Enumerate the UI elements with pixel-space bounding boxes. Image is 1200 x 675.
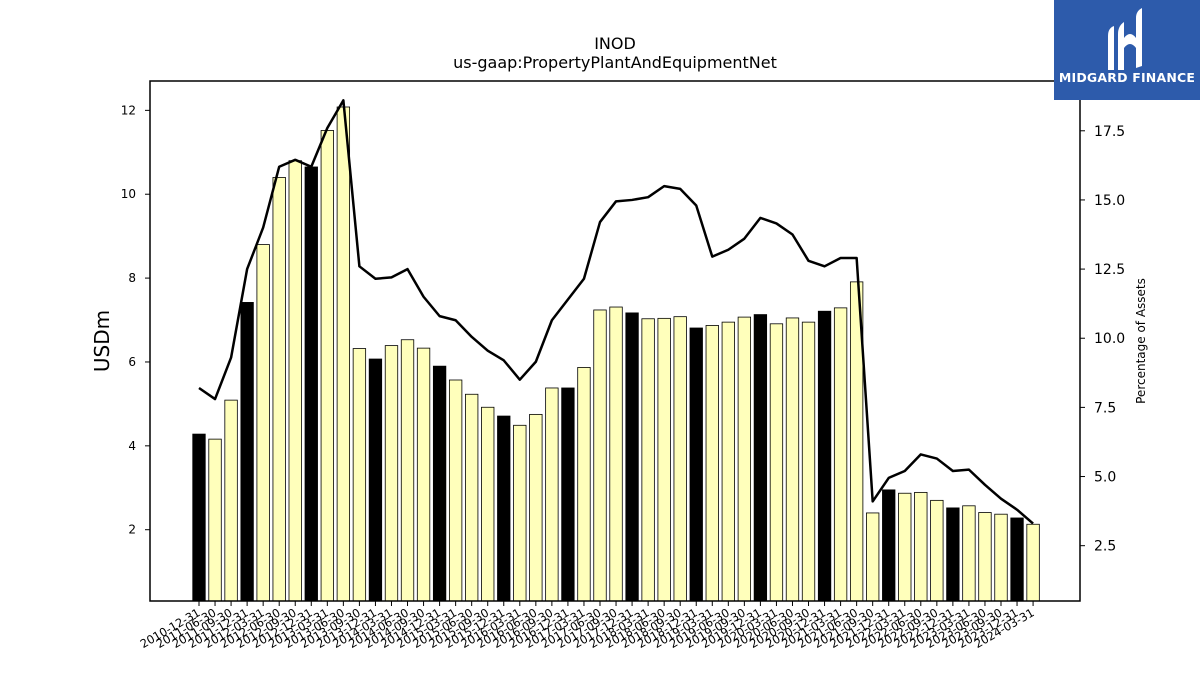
bar bbox=[577, 367, 591, 602]
y-axis-label: USDm bbox=[90, 310, 114, 372]
midgard-finance-logo: MIDGARD FINANCE bbox=[1054, 0, 1200, 100]
bar bbox=[1026, 523, 1040, 602]
y-tick-label: 10 bbox=[121, 187, 136, 201]
bar bbox=[833, 307, 848, 602]
y2-tick-label: 10.0 bbox=[1094, 331, 1125, 347]
bar bbox=[481, 406, 495, 602]
bar bbox=[817, 310, 832, 602]
bar bbox=[866, 512, 880, 602]
bar bbox=[320, 130, 334, 602]
bar bbox=[593, 309, 607, 602]
bar bbox=[256, 244, 270, 602]
bar bbox=[416, 347, 431, 602]
bar bbox=[753, 314, 768, 602]
bar bbox=[609, 306, 623, 602]
bar bbox=[689, 327, 703, 602]
y-tick-label: 2 bbox=[128, 523, 136, 537]
percentage-line bbox=[198, 99, 1034, 525]
bar bbox=[930, 499, 944, 602]
bar bbox=[641, 318, 655, 602]
bar bbox=[304, 166, 318, 602]
logo-text: MIDGARD FINANCE bbox=[1058, 70, 1196, 85]
bar bbox=[673, 316, 687, 602]
left-y-axis: 2 4 6 8 10 12 bbox=[121, 103, 150, 537]
bar bbox=[882, 489, 896, 602]
y2-tick-label: 2.5 bbox=[1094, 539, 1116, 555]
chart-title: INOD bbox=[594, 34, 636, 53]
bar bbox=[336, 106, 351, 602]
bar bbox=[657, 317, 671, 602]
bar bbox=[465, 393, 479, 602]
bar bbox=[1010, 517, 1024, 602]
bar bbox=[368, 358, 383, 602]
bar bbox=[497, 415, 511, 602]
line-series bbox=[198, 99, 1034, 525]
y2-axis-label: Percentage of Assets bbox=[1134, 278, 1148, 404]
bar bbox=[240, 302, 254, 602]
bar bbox=[545, 387, 559, 602]
bar bbox=[625, 312, 639, 602]
bar bbox=[994, 513, 1008, 602]
bar bbox=[224, 399, 238, 602]
bar bbox=[288, 160, 302, 602]
bar bbox=[769, 323, 784, 602]
bar bbox=[898, 492, 912, 602]
y2-tick-label: 7.5 bbox=[1094, 400, 1116, 416]
right-y-axis: 2.5 5.0 7.5 10.0 12.5 15.0 17.5 bbox=[1080, 124, 1125, 555]
bar bbox=[801, 321, 816, 602]
bar bbox=[705, 325, 719, 602]
y2-tick-label: 15.0 bbox=[1094, 193, 1125, 209]
y2-tick-label: 5.0 bbox=[1094, 470, 1116, 486]
bar bbox=[400, 339, 415, 602]
bar bbox=[448, 379, 463, 602]
bar bbox=[432, 365, 447, 602]
bar bbox=[946, 507, 960, 602]
bar bbox=[737, 316, 752, 602]
bar bbox=[978, 512, 992, 602]
bar-series bbox=[192, 106, 1040, 602]
chart-subtitle: us-gaap:PropertyPlantAndEquipmentNet bbox=[453, 53, 777, 72]
bar bbox=[384, 345, 399, 602]
y-tick-label: 4 bbox=[128, 439, 136, 453]
x-axis: 2010-12-312011-06-302011-09-302011-12-31… bbox=[138, 601, 1037, 651]
y-tick-label: 12 bbox=[121, 103, 136, 117]
bar bbox=[529, 413, 543, 602]
y2-tick-label: 12.5 bbox=[1094, 262, 1125, 278]
y-tick-label: 6 bbox=[128, 355, 136, 369]
y2-tick-label: 17.5 bbox=[1094, 124, 1125, 140]
bar bbox=[272, 177, 286, 602]
bar bbox=[914, 491, 928, 602]
bar bbox=[561, 387, 575, 602]
bar bbox=[192, 433, 206, 602]
y-tick-label: 8 bbox=[128, 271, 136, 285]
bar bbox=[513, 424, 527, 602]
plot-frame bbox=[149, 80, 1081, 602]
bar bbox=[785, 317, 800, 602]
bar bbox=[208, 438, 222, 602]
midgard-logo-icon bbox=[1108, 8, 1142, 70]
bar bbox=[721, 321, 735, 602]
bar bbox=[962, 505, 976, 602]
bar bbox=[352, 348, 367, 602]
